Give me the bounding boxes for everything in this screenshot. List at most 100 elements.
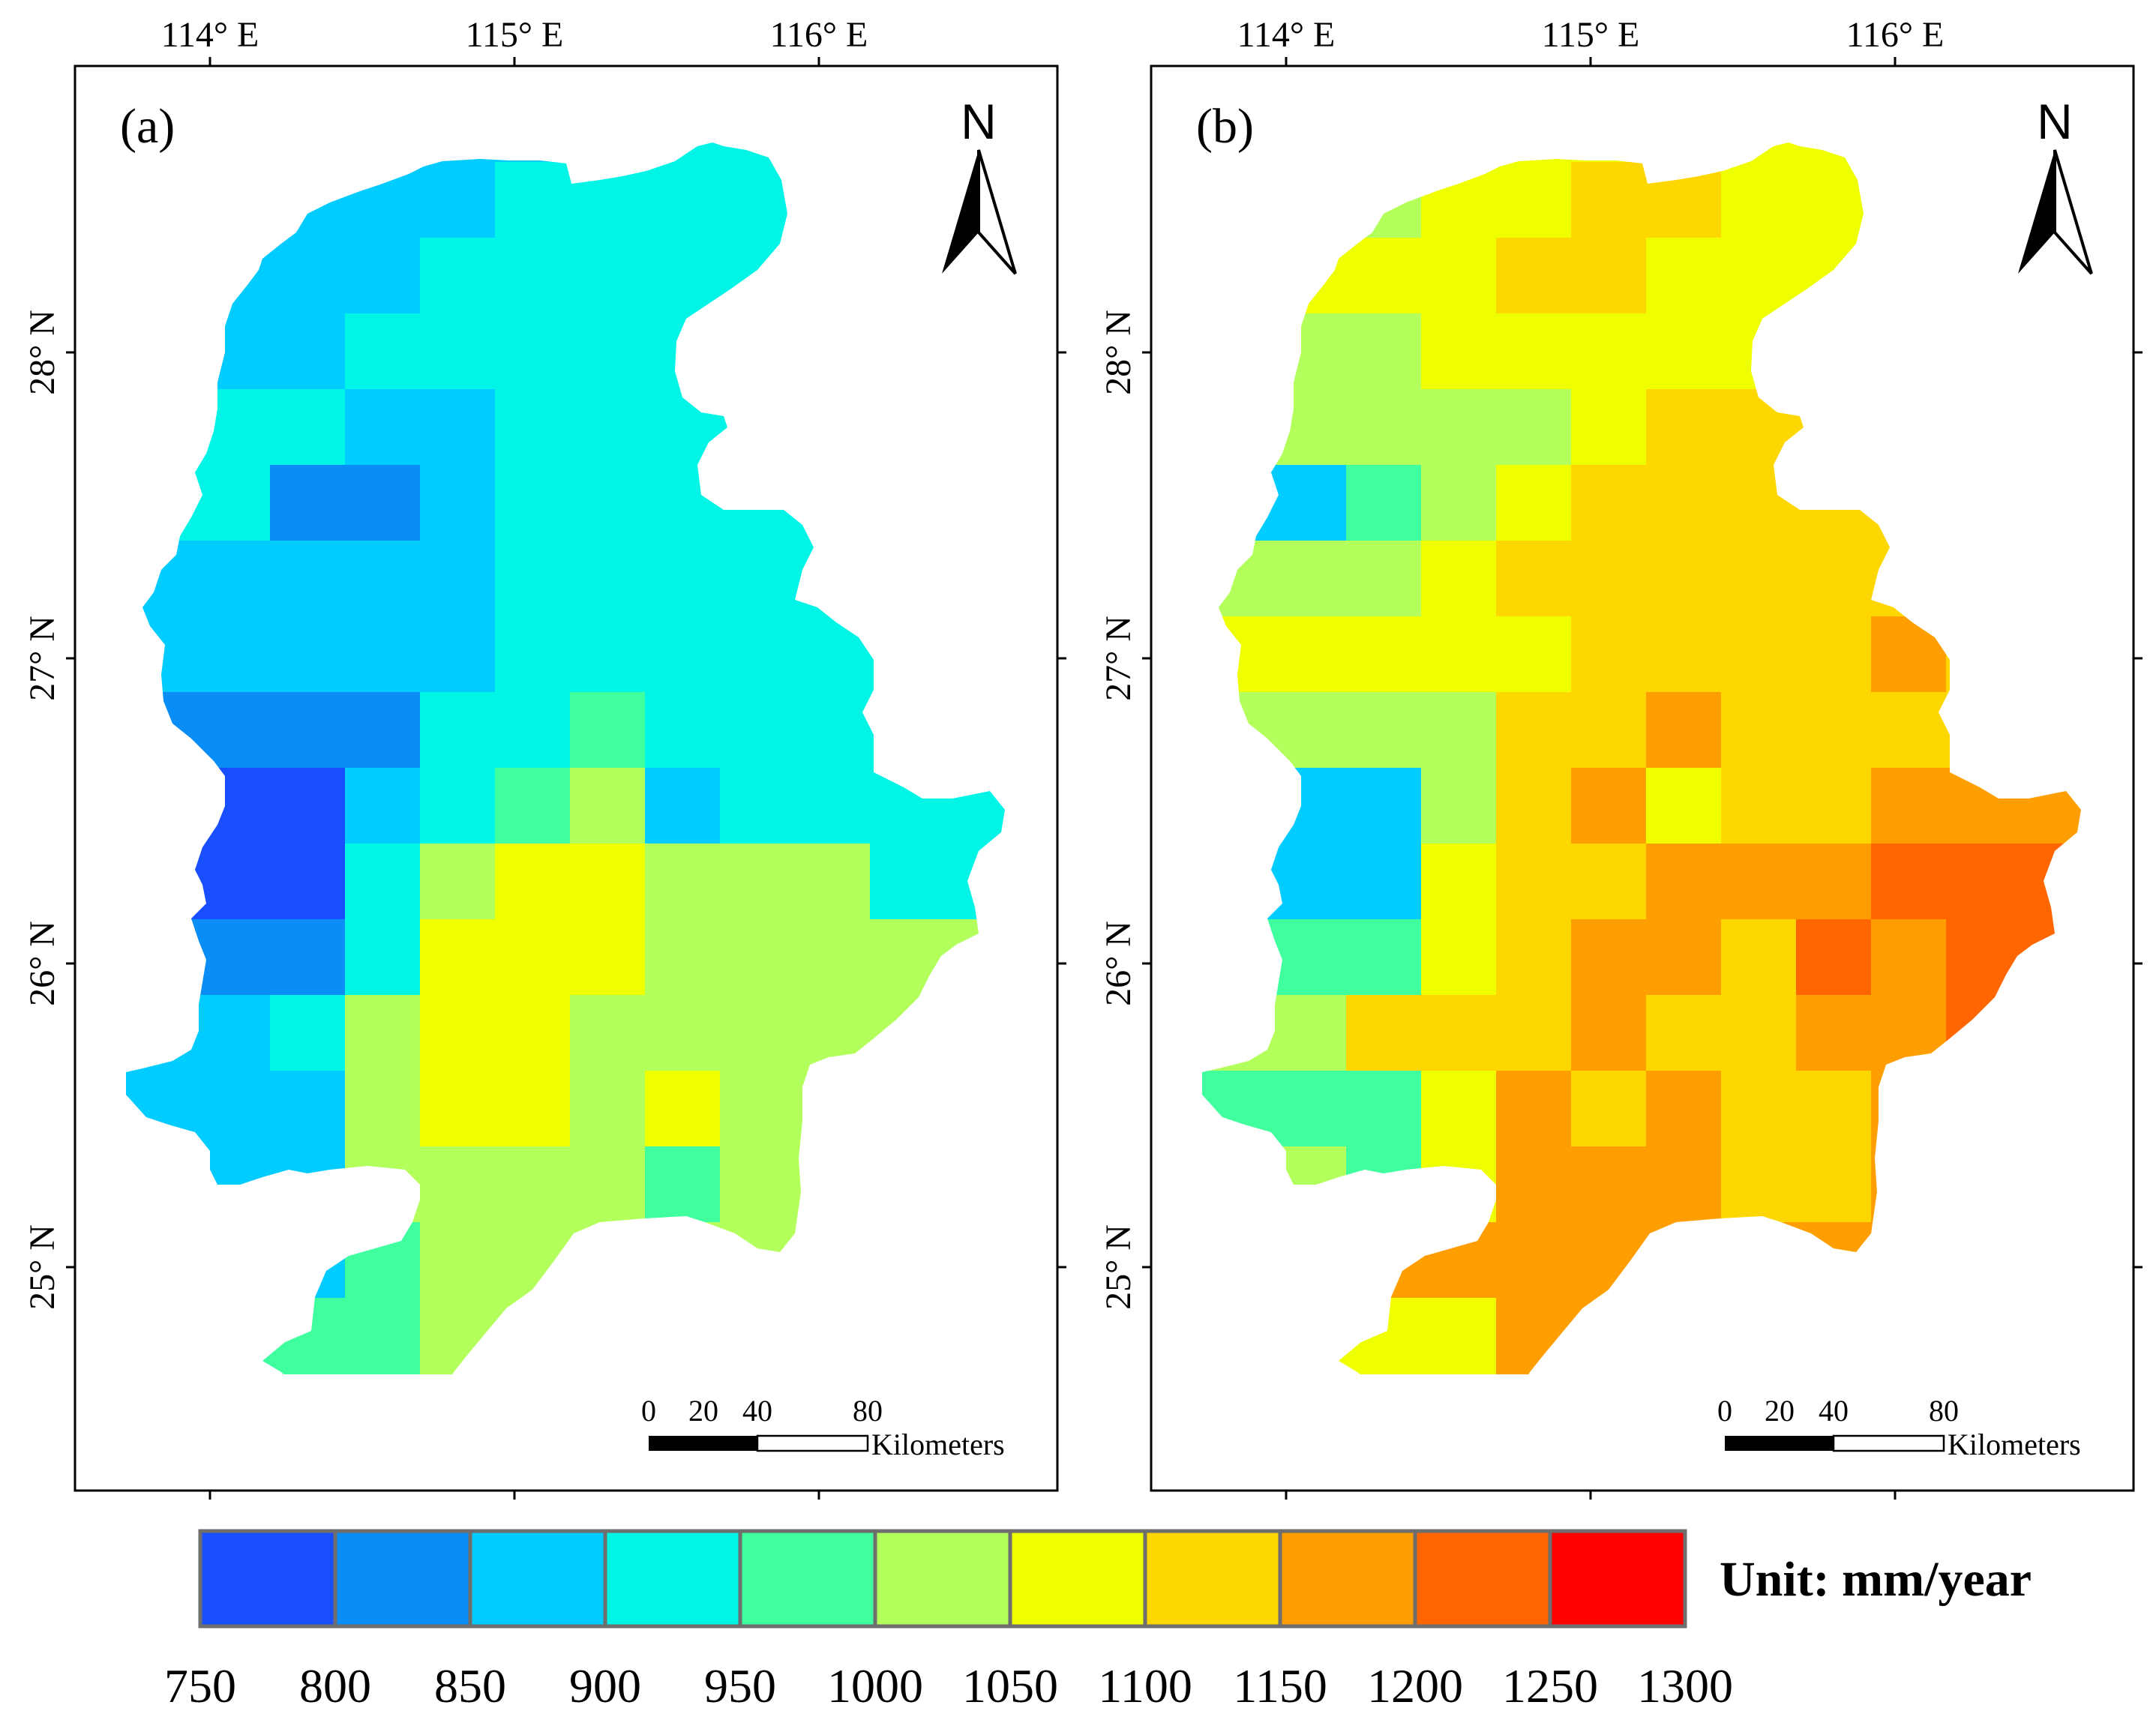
grid-cell: [195, 616, 271, 693]
grid-cell: [1571, 919, 1647, 996]
grid-cell: [345, 1071, 421, 1147]
grid-cell: [420, 1071, 496, 1147]
grid-cell: [1871, 919, 1947, 996]
grid-cell: [645, 162, 721, 238]
grid-cell: [1271, 1071, 1347, 1147]
grid-cell: [1346, 692, 1422, 769]
grid-cell: [420, 238, 496, 314]
panel-a-lat-25: 25° N: [22, 1224, 62, 1310]
grid-cell: [1571, 1071, 1647, 1147]
grid-cell: [1271, 465, 1347, 541]
scale-tick-0: 0: [641, 1394, 656, 1428]
panel-a-lat-26: 26° N: [22, 921, 62, 1006]
grid-cell: [1646, 768, 1722, 844]
panel-a-map: (a) 114° E 115° E 116° E 28° N 27° N 26°…: [22, 15, 1066, 1500]
grid-cell: [270, 995, 346, 1071]
grid-cell: [345, 844, 421, 920]
legend-break-label: 1000: [827, 1659, 923, 1711]
grid-cell: [1721, 995, 1797, 1071]
grid-cell: [720, 768, 796, 844]
grid-cell: [570, 919, 646, 996]
grid-cell: [570, 692, 646, 769]
grid-cell: [1646, 919, 1722, 996]
grid-cell: [1721, 162, 1797, 238]
legend-color-box: [333, 1529, 472, 1629]
grid-cell: [720, 844, 796, 920]
grid-cell: [570, 1071, 646, 1147]
panel-b-lon-116: 116° E: [1846, 15, 1945, 55]
grid-cell: [1496, 1146, 1572, 1223]
grid-cell: [345, 768, 421, 844]
grid-cell: [1421, 616, 1497, 693]
panel-a-label: (a): [120, 99, 175, 154]
north-arrow-icon: N: [2018, 94, 2093, 275]
grid-cell: [1346, 919, 1422, 996]
grid-cell: [1421, 844, 1497, 920]
scale-unit: Kilometers: [1948, 1428, 2081, 1461]
north-arrow-letter: N: [2037, 94, 2073, 149]
scale-tick-0: 0: [1717, 1394, 1732, 1428]
grid-cell: [1646, 238, 1722, 314]
grid-cell: [1646, 1146, 1722, 1223]
grid-cell: [870, 844, 946, 920]
panel-b-label: (b): [1196, 99, 1254, 154]
grid-cell: [645, 541, 721, 617]
grid-cell: [1796, 616, 1872, 693]
grid-cell: [1571, 844, 1647, 920]
legend-color-box: [1413, 1529, 1552, 1629]
legend-color-box: [198, 1529, 337, 1629]
grid-cell: [1271, 616, 1347, 693]
grid-cell: [570, 389, 646, 466]
grid-cell: [1496, 919, 1572, 996]
grid-cell: [1496, 389, 1572, 466]
grid-cell: [195, 844, 271, 920]
panel-b-lat-28: 28° N: [1099, 310, 1138, 395]
legend-color-box: [603, 1529, 742, 1629]
grid-cell: [420, 844, 496, 920]
legend-color-box: [1143, 1529, 1282, 1629]
grid-cell: [1421, 313, 1497, 390]
grid-cell: [1796, 768, 1872, 844]
grid-cell: [1346, 995, 1422, 1071]
grid-cell: [270, 541, 346, 617]
grid-cell: [1346, 541, 1422, 617]
grid-cell: [1271, 844, 1347, 920]
legend-color-box: [1548, 1529, 1687, 1629]
grid-cell: [1346, 616, 1422, 693]
grid-cell: [1346, 844, 1422, 920]
grid-cell: [1271, 541, 1347, 617]
grid-cell: [1721, 1071, 1797, 1147]
grid-cell: [195, 1071, 271, 1147]
grid-cell: [420, 995, 496, 1071]
grid-cell: [645, 1071, 721, 1147]
grid-cell: [1421, 919, 1497, 996]
grid-cell: [570, 616, 646, 693]
grid-cell: [570, 238, 646, 314]
grid-cell: [720, 541, 796, 617]
grid-cell: [420, 692, 496, 769]
panel-b-lat-25: 25° N: [1099, 1224, 1138, 1310]
grid-cell: [570, 1146, 646, 1223]
grid-cell: [1571, 692, 1647, 769]
grid-cell: [270, 1071, 346, 1147]
grid-cell: [645, 692, 721, 769]
grid-cell: [345, 389, 421, 466]
grid-cell: [1571, 1146, 1647, 1223]
scale-tick-40: 40: [742, 1394, 772, 1428]
grid-cell: [720, 692, 796, 769]
grid-cell: [645, 919, 721, 996]
legend-break-label: 1050: [962, 1659, 1058, 1711]
legend-break-labels: 750 800 850 900 950 1000 1050 1100 1150 1200 1250 1…: [164, 1659, 1733, 1711]
grid-cell: [1946, 844, 2022, 920]
panel-b-lat-27: 27° N: [1099, 616, 1138, 701]
grid-cell: [420, 1146, 496, 1223]
grid-cell: [1346, 313, 1422, 390]
grid-cell: [1496, 995, 1572, 1071]
grid-cell: [345, 313, 421, 390]
grid-cell: [645, 768, 721, 844]
grid-cell: [1721, 844, 1797, 920]
grid-cell: [1721, 1146, 1797, 1223]
grid-cell: [1796, 919, 1872, 996]
grid-cell: [1346, 465, 1422, 541]
grid-cell: [495, 919, 571, 996]
